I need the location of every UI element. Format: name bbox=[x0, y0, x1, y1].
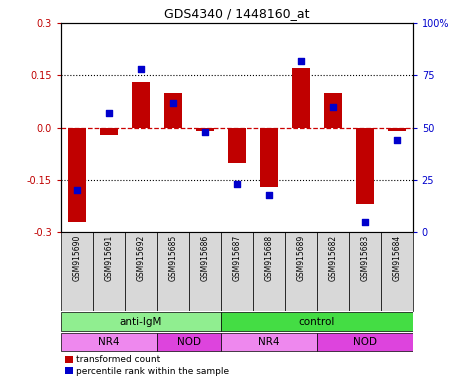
Text: GSM915690: GSM915690 bbox=[72, 235, 82, 281]
Bar bbox=[221, 312, 413, 331]
Text: NR4: NR4 bbox=[258, 337, 280, 347]
Point bbox=[73, 187, 81, 194]
Bar bbox=[260, 127, 278, 187]
Text: GSM915685: GSM915685 bbox=[168, 235, 177, 281]
Point bbox=[329, 104, 337, 110]
Bar bbox=[221, 333, 317, 351]
Bar bbox=[157, 333, 221, 351]
Bar bbox=[356, 127, 373, 204]
Point bbox=[105, 110, 113, 116]
Bar bbox=[68, 127, 86, 222]
Bar bbox=[157, 232, 189, 311]
Text: GSM915689: GSM915689 bbox=[296, 235, 305, 281]
Bar bbox=[388, 127, 406, 131]
Bar bbox=[317, 232, 349, 311]
Point bbox=[297, 58, 304, 64]
Text: GSM915692: GSM915692 bbox=[136, 235, 145, 281]
Text: GSM915687: GSM915687 bbox=[232, 235, 242, 281]
Bar bbox=[292, 68, 310, 127]
Bar bbox=[61, 232, 93, 311]
Bar bbox=[189, 232, 221, 311]
Bar bbox=[221, 232, 253, 311]
Bar bbox=[93, 232, 125, 311]
Point bbox=[361, 219, 369, 225]
Text: control: control bbox=[299, 316, 335, 326]
Text: GSM915682: GSM915682 bbox=[328, 235, 337, 281]
Bar bbox=[253, 232, 285, 311]
Bar bbox=[61, 333, 157, 351]
Point bbox=[393, 137, 401, 143]
Bar bbox=[196, 127, 214, 131]
Point bbox=[265, 192, 272, 198]
Bar bbox=[381, 232, 413, 311]
Legend: transformed count, percentile rank within the sample: transformed count, percentile rank withi… bbox=[66, 355, 229, 376]
Text: GSM915688: GSM915688 bbox=[265, 235, 273, 281]
Bar bbox=[164, 93, 182, 127]
Text: NOD: NOD bbox=[353, 337, 377, 347]
Text: NR4: NR4 bbox=[98, 337, 120, 347]
Text: GSM915686: GSM915686 bbox=[200, 235, 209, 281]
Bar bbox=[125, 232, 157, 311]
Point bbox=[169, 99, 177, 106]
Text: GSM915684: GSM915684 bbox=[392, 235, 401, 281]
Point bbox=[201, 129, 209, 135]
Bar bbox=[324, 93, 341, 127]
Bar bbox=[349, 232, 381, 311]
Point bbox=[233, 181, 241, 187]
Text: GSM915683: GSM915683 bbox=[360, 235, 369, 281]
Text: anti-IgM: anti-IgM bbox=[120, 316, 162, 326]
Bar bbox=[132, 82, 150, 127]
Bar bbox=[285, 232, 317, 311]
Bar bbox=[228, 127, 246, 162]
Bar bbox=[61, 312, 221, 331]
Text: NOD: NOD bbox=[177, 337, 201, 347]
Bar bbox=[100, 127, 118, 135]
Bar bbox=[317, 333, 413, 351]
Title: GDS4340 / 1448160_at: GDS4340 / 1448160_at bbox=[164, 7, 310, 20]
Point bbox=[137, 66, 144, 72]
Text: GSM915691: GSM915691 bbox=[105, 235, 113, 281]
